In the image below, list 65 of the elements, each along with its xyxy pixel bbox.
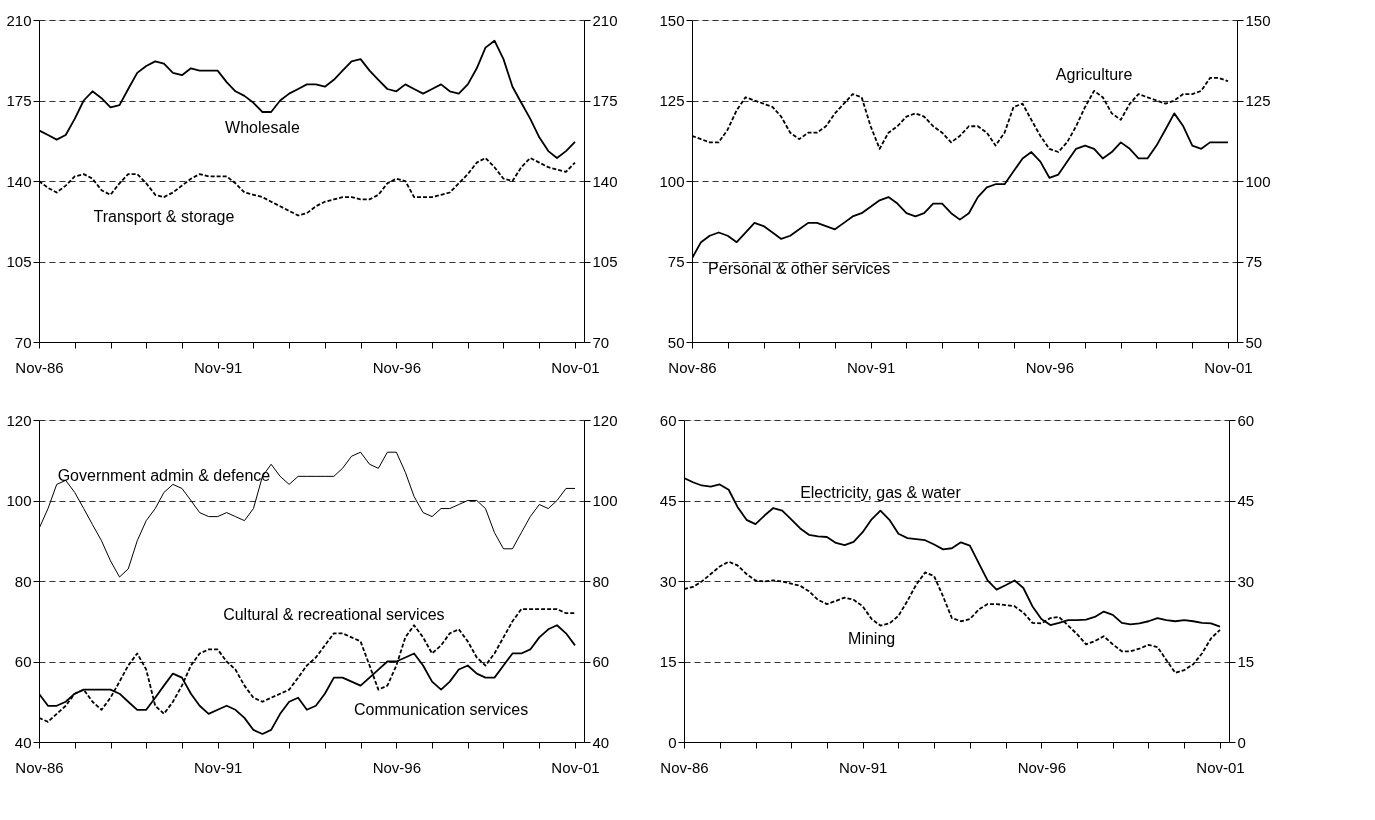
series-label: Electricity, gas & water — [800, 483, 962, 501]
x-tick-label: Nov-01 — [1196, 758, 1245, 776]
x-tick-label: Nov-91 — [838, 758, 888, 776]
y2-tick-label: 45 — [1237, 492, 1255, 509]
series-label: Mining — [848, 630, 896, 648]
x-tick-label: Nov-01 — [551, 358, 600, 376]
y-tick-label: 70 — [14, 333, 32, 351]
y2-tick-label: 50 — [1245, 333, 1263, 351]
x-tick-label: Nov-91 — [846, 358, 896, 376]
y-tick-label: 15 — [659, 653, 677, 670]
x-tick-label: Nov-86 — [660, 758, 709, 776]
y-tick-label: 120 — [6, 411, 32, 429]
series-label: Government admin & defence — [57, 467, 271, 485]
x-tick-label: Nov-96 — [372, 758, 422, 776]
y-tick-label: 175 — [6, 92, 32, 109]
y2-tick-label: 15 — [1237, 653, 1255, 670]
y2-tick-label: 140 — [592, 172, 618, 190]
y-tick-label: 30 — [659, 572, 677, 590]
y2-tick-label: 125 — [1245, 92, 1271, 109]
y-tick-label: 80 — [14, 572, 32, 590]
y-tick-label: 210 — [6, 11, 32, 29]
y-tick-label: 45 — [659, 492, 677, 509]
y-tick-label: 150 — [659, 11, 685, 29]
series-label: Communication services — [353, 700, 529, 718]
y-tick-label: 75 — [667, 253, 685, 270]
y-tick-label: 60 — [14, 653, 32, 670]
y-tick-label: 0 — [668, 733, 677, 751]
series-label: Personal & other services — [708, 260, 891, 278]
y-tick-label: 40 — [14, 733, 32, 751]
y-tick-label: 100 — [659, 172, 685, 190]
y2-tick-label: 150 — [1245, 11, 1271, 29]
y2-tick-label: 80 — [592, 572, 610, 590]
x-tick-label: Nov-01 — [1204, 358, 1253, 376]
y-tick-label: 125 — [659, 92, 685, 109]
y2-tick-label: 105 — [592, 253, 618, 270]
y2-tick-label: 100 — [1245, 172, 1271, 190]
series-label: Wholesale — [225, 119, 300, 136]
y-tick-label: 140 — [6, 172, 32, 190]
x-tick-label: Nov-96 — [372, 358, 422, 376]
y2-tick-label: 75 — [1245, 253, 1263, 270]
y2-tick-label: 0 — [1237, 733, 1246, 751]
x-tick-label: Nov-96 — [1025, 358, 1075, 376]
y-tick-label: 60 — [659, 411, 677, 429]
y2-tick-label: 175 — [592, 92, 618, 109]
y-tick-label: 100 — [6, 492, 32, 509]
y2-tick-label: 120 — [592, 411, 618, 429]
x-tick-label: Nov-01 — [551, 758, 600, 776]
x-tick-label: Nov-86 — [15, 758, 64, 776]
y2-tick-label: 100 — [592, 492, 618, 509]
y-tick-label: 50 — [667, 333, 685, 351]
y2-tick-label: 40 — [592, 733, 610, 751]
y2-tick-label: 70 — [592, 333, 610, 351]
x-tick-label: Nov-91 — [193, 758, 243, 776]
y-tick-label: 105 — [6, 253, 32, 270]
series-label: Agriculture — [1055, 65, 1133, 83]
x-tick-label: Nov-91 — [193, 358, 243, 376]
series-label: Transport & storage — [93, 208, 235, 226]
x-tick-label: Nov-86 — [668, 358, 717, 376]
y2-tick-label: 210 — [592, 11, 618, 29]
x-tick-label: Nov-86 — [15, 358, 64, 376]
y2-tick-label: 30 — [1237, 572, 1255, 590]
y2-tick-label: 60 — [1237, 411, 1255, 429]
y2-tick-label: 60 — [592, 653, 610, 670]
x-tick-label: Nov-96 — [1017, 758, 1067, 776]
series-label: Cultural & recreational services — [223, 606, 445, 624]
